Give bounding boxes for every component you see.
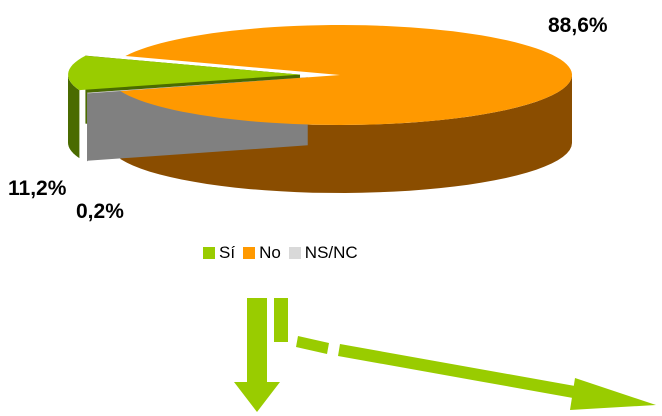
- legend-item-nsnc: NS/NC: [289, 243, 358, 263]
- legend-label-no: No: [259, 243, 281, 263]
- dashed-arrow: [274, 298, 656, 410]
- data-label-nsnc: 0,2%: [76, 200, 124, 223]
- legend-swatch-nsnc: [289, 247, 301, 259]
- legend-label-nsnc: NS/NC: [305, 243, 358, 263]
- arrows-group: [234, 298, 656, 412]
- data-label-si: 11,2%: [8, 177, 67, 200]
- legend-swatch-no: [243, 247, 255, 259]
- legend: Sí No NS/NC: [203, 243, 366, 263]
- legend-item-no: No: [243, 243, 281, 263]
- data-label-no: 88,6%: [548, 14, 608, 37]
- legend-label-si: Sí: [219, 243, 235, 263]
- down-arrow: [234, 298, 280, 412]
- legend-item-si: Sí: [203, 243, 235, 263]
- legend-swatch-si: [203, 247, 215, 259]
